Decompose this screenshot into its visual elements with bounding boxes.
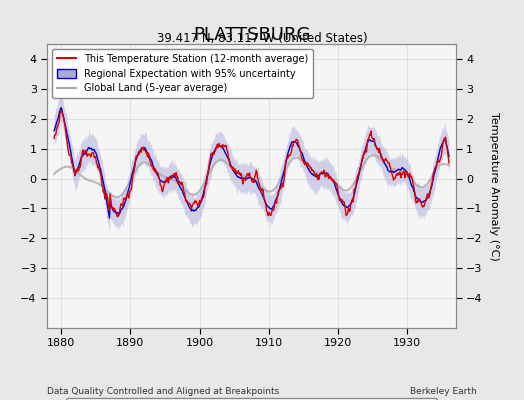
Title: PLATTSBURG: PLATTSBURG bbox=[193, 26, 310, 44]
Legend: Station Move, Record Gap, Time of Obs. Change, Empirical Break: Station Move, Record Gap, Time of Obs. C… bbox=[66, 398, 437, 400]
Text: 39.417 N, 83.117 W (United States): 39.417 N, 83.117 W (United States) bbox=[157, 32, 367, 45]
Text: Berkeley Earth: Berkeley Earth bbox=[410, 387, 477, 396]
Y-axis label: Temperature Anomaly (°C): Temperature Anomaly (°C) bbox=[489, 112, 499, 260]
Text: Data Quality Controlled and Aligned at Breakpoints: Data Quality Controlled and Aligned at B… bbox=[47, 387, 279, 396]
